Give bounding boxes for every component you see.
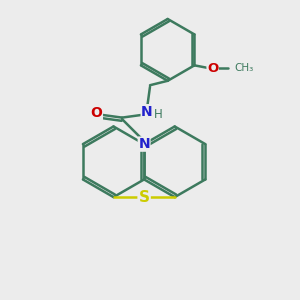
Text: O: O [207, 62, 218, 75]
Text: H: H [154, 108, 163, 121]
Text: CH₃: CH₃ [235, 63, 254, 73]
Text: N: N [138, 137, 150, 151]
Text: O: O [91, 106, 102, 120]
Text: N: N [141, 105, 153, 119]
Text: S: S [139, 190, 150, 205]
